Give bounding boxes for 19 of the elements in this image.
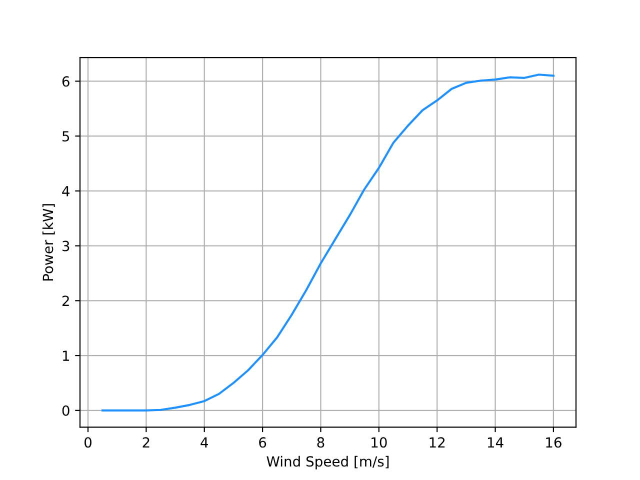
- x-tick-label: 14: [488, 437, 504, 448]
- y-tick-label: 0: [62, 405, 70, 416]
- x-tick-label: 0: [84, 437, 92, 448]
- x-tick-label: 10: [372, 437, 387, 448]
- x-axis-title: Wind Speed [m/s]: [266, 456, 389, 470]
- line-series: [102, 74, 554, 412]
- x-tick-label: 2: [142, 437, 150, 448]
- y-tick-label: 6: [62, 76, 70, 87]
- y-tick-label: 2: [62, 296, 69, 306]
- x-tick-label: 12: [430, 437, 445, 448]
- y-tick-label: 5: [62, 131, 70, 142]
- y-tick-label: 1: [62, 350, 69, 361]
- y-axis-title: Power [kW]: [42, 204, 55, 281]
- x-tick-label: 4: [200, 437, 208, 448]
- x-tick-label: 6: [259, 437, 266, 448]
- x-tick-label: 8: [317, 437, 324, 448]
- y-tick-label: 4: [62, 186, 70, 196]
- y-tick-label: 3: [62, 240, 70, 252]
- x-tick-label: 16: [546, 437, 562, 448]
